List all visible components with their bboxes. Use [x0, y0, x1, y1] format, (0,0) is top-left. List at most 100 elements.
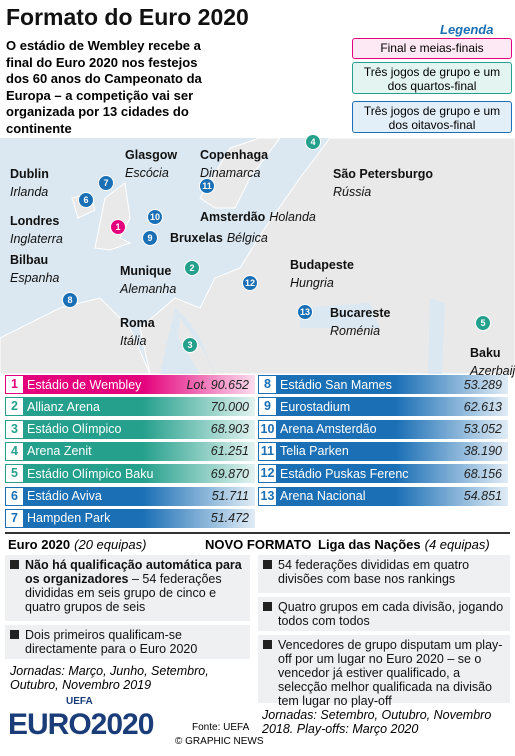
stadium-name: Estádio Olímpico — [27, 422, 122, 437]
country-name: Hungria — [290, 276, 334, 290]
stadium-capacity: 51.472 — [210, 511, 249, 526]
bullet — [10, 630, 19, 639]
city-name: Baku — [470, 346, 501, 360]
stadium-capacity: 70.000 — [210, 399, 249, 414]
city-name: Copenhaga — [200, 148, 269, 162]
city-marker: 11 — [199, 178, 215, 194]
stadium-number: 1 — [6, 376, 23, 393]
credit: © GRAPHIC NEWS — [175, 736, 264, 747]
city-name: Budapeste — [290, 258, 354, 272]
euro-item-bold: Não há qualificação automática para os o… — [25, 558, 242, 586]
country-name: Roménia — [330, 324, 381, 338]
euro-title: Euro 2020 — [8, 537, 71, 552]
stadium-name: Hampden Park — [27, 511, 111, 526]
city-name: Bucareste — [330, 306, 391, 320]
stadium-row: 6 Estádio Aviva 51.711 — [5, 486, 255, 506]
euro-item-text: – 54 federações divididas em seis grupo … — [25, 572, 222, 614]
stadium-number: 7 — [6, 509, 23, 527]
stadium-name: Arena Nacional — [280, 489, 366, 503]
stadium-row: 7 Hampden Park 51.472 — [5, 508, 255, 528]
euro-item: Não há qualificação automática para os o… — [5, 555, 250, 621]
stadium-name: Estádio San Mames — [280, 377, 392, 392]
city-label: Bilbau Espanha — [10, 251, 59, 287]
city-label: Londres Inglaterra — [10, 212, 63, 248]
stadium-name: Estádio Olímpico Baku — [27, 466, 154, 481]
stadium-row: 12 Estádio Puskas Ferenc 68.156 — [258, 464, 508, 484]
city-marker: 6 — [78, 192, 94, 208]
stadium-capacity: 68.156 — [463, 466, 502, 481]
country-name: Azerbaijão — [470, 364, 515, 378]
euro-teams: (20 equipas) — [74, 537, 147, 552]
intro: O estádio de Wembley recebe a final do E… — [6, 38, 202, 136]
city-name: Dublin — [10, 167, 49, 181]
city-label: Copenhaga Dinamarca — [200, 146, 268, 182]
stadium-number: 13 — [259, 487, 276, 505]
stadium-number: 6 — [6, 487, 23, 505]
logo: EURO2020 — [8, 708, 154, 741]
stadium-row: 4 Arena Zenit 61.251 — [5, 441, 255, 461]
nations-dates: Jornadas: Setembro, Outubro, Novembro 20… — [262, 708, 492, 736]
city-marker: 13 — [297, 304, 313, 320]
city-marker: 10 — [147, 209, 163, 225]
nations-item: Vencedores de grupo disputam um play-off… — [258, 635, 510, 708]
stadium-capacity: 68.903 — [210, 422, 249, 437]
nations-item-text: Quatro grupos em cada divisão, jogando t… — [278, 600, 504, 628]
legend-title: Legenda — [440, 22, 494, 37]
city-name: Roma — [120, 316, 155, 330]
stadium-row: 1 Estádio de Wembley Lot. 90.652 — [5, 375, 255, 394]
euro-item: Dois primeiros qualificam-se directament… — [5, 625, 250, 659]
nations-item: Quatro grupos em cada divisão, jogando t… — [258, 597, 510, 631]
city-name: Amsterdão — [200, 210, 266, 224]
country-name: Rússia — [333, 185, 372, 199]
city-label: Bucareste Roménia — [330, 304, 390, 340]
stadium-row: 11 Telia Parken 38.190 — [258, 441, 508, 461]
stadium-row: 3 Estádio Olímpico 68.903 — [5, 419, 255, 439]
logo-top: UEFA — [66, 696, 93, 707]
stadium-number: 5 — [6, 465, 23, 483]
euro-item-text: Dois primeiros qualificam-se directament… — [25, 628, 198, 656]
stadium-name: Estádio de Wembley — [27, 377, 142, 392]
city-name: Glasgow — [125, 148, 178, 162]
nations-heading: Liga das Nações (4 equipas) — [318, 537, 490, 552]
city-marker: 9 — [142, 230, 158, 246]
city-label: Munique Alemanha — [120, 262, 176, 298]
city-label: Roma Itália — [120, 314, 155, 350]
country-name: Escócia — [125, 166, 169, 180]
nations-item-text: Vencedores de grupo disputam um play-off… — [278, 638, 503, 708]
legend-item: Três jogos de grupo e um dos oitavos-fin… — [352, 101, 512, 133]
nations-item-text: 54 federações divididas em quatro divisõ… — [278, 558, 470, 586]
stadium-name: Allianz Arena — [27, 399, 100, 414]
country-name: Bélgica — [226, 231, 268, 245]
city-name: Bilbau — [10, 253, 49, 267]
stadium-number: 9 — [259, 398, 276, 416]
city-name: Londres — [10, 214, 60, 228]
country-name: Itália — [120, 334, 147, 348]
city-marker: 1 — [110, 219, 126, 235]
stadium-capacity: 62.613 — [463, 399, 502, 414]
stadium-row: 13 Arena Nacional 54.851 — [258, 486, 508, 506]
stadium-number: 12 — [259, 465, 276, 483]
bullet — [263, 640, 272, 649]
nations-teams: (4 equipas) — [424, 537, 490, 552]
city-label: Glasgow Escócia — [125, 146, 177, 182]
city-name: Bruxelas — [170, 231, 223, 245]
stadium-capacity: 38.190 — [463, 444, 502, 459]
stadium-name: Arena Amsterdão — [280, 422, 377, 437]
stadium-name: Eurostadium — [280, 399, 351, 414]
euro-heading: Euro 2020 (20 equipas) — [8, 537, 146, 552]
stadium-row: 9 Eurostadium 62.613 — [258, 397, 508, 417]
city-label: Baku Azerbaijão — [470, 344, 515, 380]
stadium-name: Estádio Puskas Ferenc — [280, 466, 409, 481]
divider — [5, 532, 510, 534]
nations-title: Liga das Nações — [318, 537, 421, 552]
stadium-capacity: 54.851 — [463, 489, 502, 503]
legend-item: Três jogos de grupo e um dos quartos-fin… — [352, 62, 512, 94]
city-marker: 3 — [182, 337, 198, 353]
stadium-name: Estádio Aviva — [27, 489, 102, 503]
city-name: São Petersburgo — [333, 167, 434, 181]
country-name: Inglaterra — [10, 232, 63, 246]
stadium-number: 3 — [6, 420, 23, 438]
city-label: São Petersburgo Rússia — [333, 165, 433, 201]
stadium-row: 5 Estádio Olímpico Baku 69.870 — [5, 464, 255, 484]
stadium-number: 4 — [6, 442, 23, 460]
